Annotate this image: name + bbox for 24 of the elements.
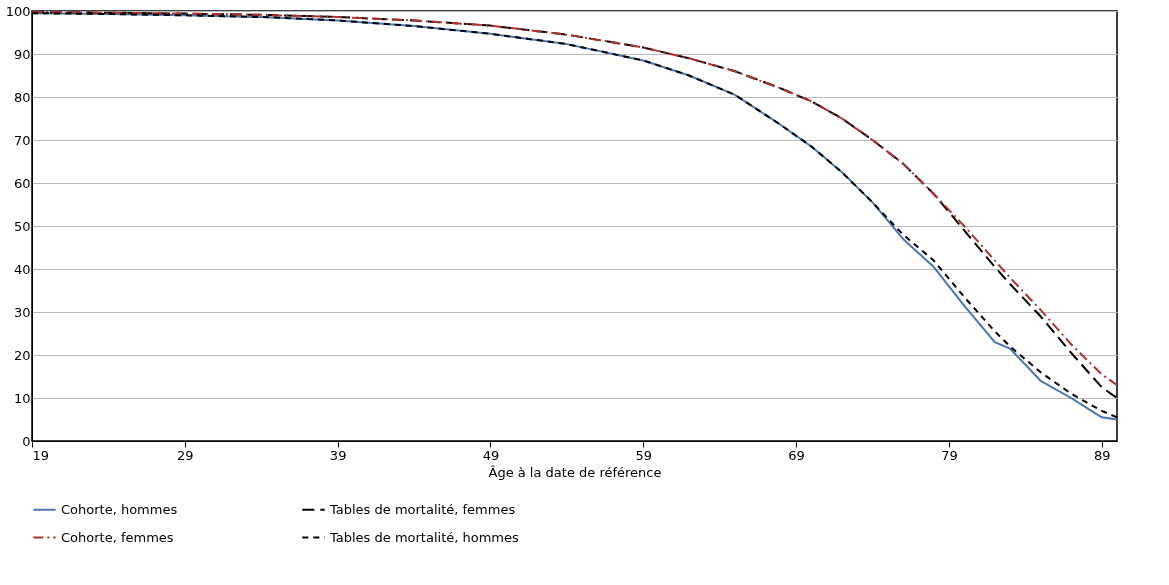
x-tick-label: 39 [329, 447, 347, 463]
x-tick-label: 59 [635, 447, 653, 463]
y-tick-label: 30 [13, 304, 31, 320]
legend-label: Cohorte, hommes [61, 501, 178, 517]
y-tick-label: 10 [13, 390, 31, 406]
y-tick-label: 80 [13, 89, 31, 105]
x-tick-label: 49 [482, 447, 500, 463]
y-tick-label: 70 [13, 132, 31, 148]
y-tick-label: 40 [13, 261, 31, 277]
x-tick-label: 69 [788, 447, 805, 463]
x-axis-title: Âge à la date de référence [488, 464, 662, 480]
y-tick-label: 90 [13, 46, 31, 62]
legend-label: Tables de mortalité, hommes [329, 529, 520, 545]
x-tick-label: 19 [32, 447, 50, 463]
x-tick-label: 89 [1093, 447, 1111, 463]
x-tick-label: 29 [177, 447, 194, 463]
y-tick-label: 60 [13, 175, 31, 191]
y-tick-label: 20 [13, 347, 31, 363]
y-tick-label: 100 [5, 3, 31, 19]
x-tick-label: 79 [941, 447, 958, 463]
y-tick-label: 0 [22, 433, 31, 449]
legend-label: Cohorte, femmes [61, 529, 174, 545]
legend-label: Tables de mortalité, femmes [329, 501, 516, 517]
y-tick-label: 50 [13, 218, 31, 234]
